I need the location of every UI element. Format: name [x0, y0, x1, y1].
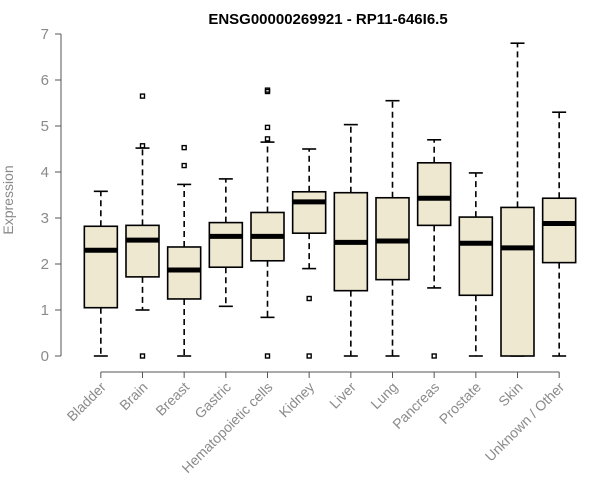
outlier-point [139, 353, 146, 359]
iqr-box [458, 216, 494, 297]
y-tick-label: 6 [41, 72, 49, 89]
y-tick-label: 4 [41, 164, 49, 181]
y-axis: 0 1 2 3 4 5 6 7 [41, 26, 62, 365]
box-group [291, 148, 327, 359]
iqr-box [500, 206, 535, 357]
outlier-point [264, 353, 271, 359]
y-tick-label: 7 [41, 26, 49, 43]
outlier-point [264, 124, 271, 131]
box-group [208, 178, 244, 308]
box-group [541, 111, 577, 357]
outlier-point [181, 144, 187, 151]
box-group [458, 172, 494, 357]
box-group [166, 144, 202, 357]
outlier-point [306, 353, 312, 359]
y-tick-label: 3 [41, 210, 49, 227]
iqr-box [541, 197, 577, 264]
outlier-point [139, 143, 146, 149]
x-tick-label: Lung [367, 379, 400, 412]
x-tick-label: Unknown / Other [482, 379, 568, 465]
iqr-box [125, 224, 160, 278]
outlier-point [139, 93, 146, 99]
outlier-point [431, 353, 437, 359]
x-tick-label: Liver [326, 379, 359, 412]
box-group [500, 42, 535, 357]
box-group [250, 87, 285, 359]
iqr-box [291, 190, 327, 234]
box-group [83, 190, 119, 357]
box-group [125, 93, 160, 359]
y-tick-label: 0 [41, 348, 49, 365]
outlier-point [264, 136, 271, 142]
outlier-point [264, 87, 271, 93]
outlier-point [181, 162, 187, 169]
box-group [333, 123, 369, 357]
iqr-box [208, 221, 244, 269]
y-tick-label: 2 [41, 256, 49, 273]
x-tick-label: Prostate [436, 379, 484, 427]
x-tick-label: Kidney [276, 379, 318, 421]
x-tick-label: Bladder [64, 379, 110, 425]
y-axis-label: Expression [0, 165, 16, 234]
box-group [416, 139, 452, 359]
box-group [375, 99, 410, 357]
y-tick-label: 1 [41, 302, 49, 319]
iqr-box [83, 225, 119, 309]
x-tick-label: Breast [152, 379, 192, 419]
x-tick-label: Brain [116, 379, 150, 413]
chart-title: ENSG00000269921 - RP11-646I6.5 [208, 11, 447, 28]
y-tick-label: 5 [41, 118, 49, 135]
x-tick-label: Skin [495, 379, 526, 410]
outlier-point [306, 295, 312, 302]
iqr-box [166, 246, 202, 300]
box-series [83, 42, 577, 359]
iqr-box [416, 162, 452, 227]
